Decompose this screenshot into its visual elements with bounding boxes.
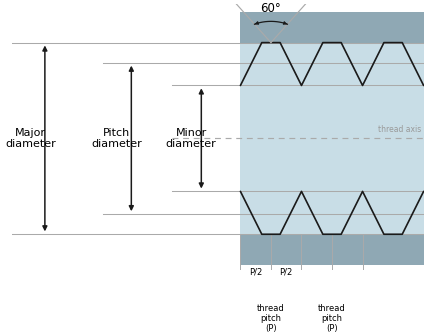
Bar: [241, 12, 424, 43]
Text: P/2: P/2: [249, 267, 262, 276]
Text: Minor
diameter: Minor diameter: [166, 128, 216, 149]
Text: thread
pitch
(P): thread pitch (P): [318, 304, 346, 333]
Text: P/2: P/2: [280, 267, 293, 276]
Bar: [241, 234, 424, 264]
Text: thread axis: thread axis: [378, 126, 422, 135]
Text: 60°: 60°: [261, 2, 281, 15]
Text: Pitch
diameter: Pitch diameter: [91, 128, 142, 149]
Text: Major
diameter: Major diameter: [5, 128, 56, 149]
Bar: [241, 12, 424, 264]
Text: thread
pitch
(P): thread pitch (P): [257, 304, 285, 333]
